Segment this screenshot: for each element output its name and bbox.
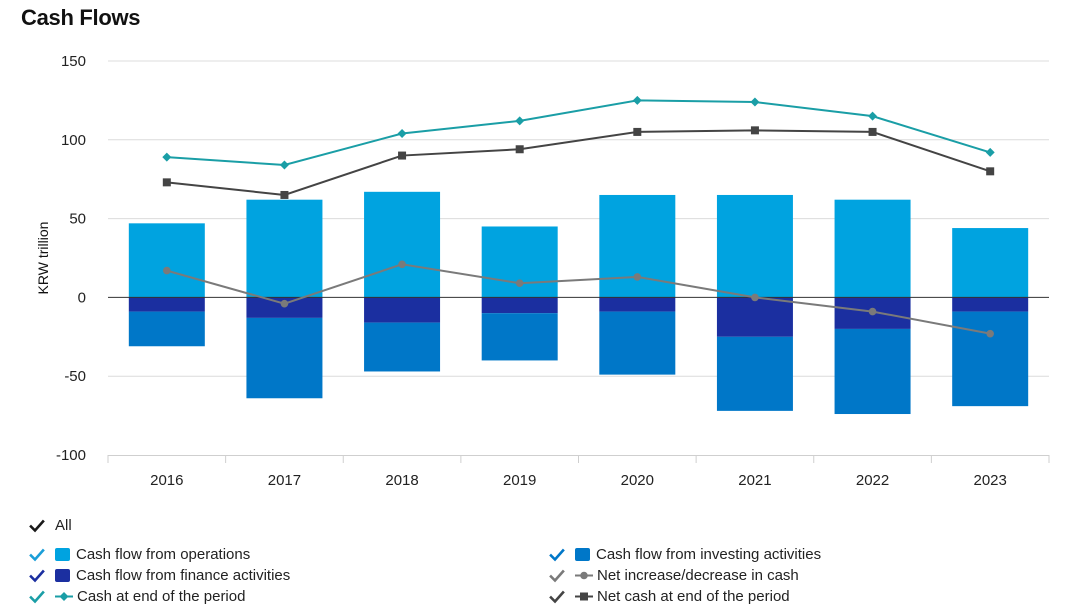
bar-cash-flow-from-finance-activities-2021	[716, 297, 793, 337]
point-cash-at-end-of-the-period-2022	[868, 111, 878, 121]
check-icon	[29, 548, 45, 561]
point-net-cash-at-end-of-the-period-2023	[986, 167, 995, 176]
legend-item-label: Cash flow from operations	[76, 546, 251, 563]
y-tick-label: 0	[78, 289, 86, 306]
legend-item-cash-at-end-of-the-period[interactable]: Cash at end of the period	[29, 588, 245, 605]
point-net-increase-decrease-in-cash-2021	[751, 293, 759, 302]
bar-cash-flow-from-investing-activities-2017	[246, 317, 323, 399]
bar-cash-flow-from-investing-activities-2023	[952, 311, 1029, 407]
bar-cash-flow-from-finance-activities-2019	[481, 297, 558, 314]
bar-cash-flow-from-investing-activities-2018	[364, 322, 441, 372]
bar-cash-flow-from-investing-activities-2022	[834, 328, 911, 415]
check-icon	[29, 569, 45, 582]
line-cash-at-end-of-the-period	[166, 99, 991, 167]
point-cash-at-end-of-the-period-2017	[279, 160, 289, 170]
line-net-increase-decrease-in-cash	[166, 263, 991, 335]
bar-cash-flow-from-investing-activities-2020	[599, 311, 676, 375]
y-tick-label: 50	[69, 211, 86, 228]
bar-cash-flow-from-finance-activities-2017	[246, 297, 323, 318]
y-tick-label: -100	[56, 447, 86, 464]
point-net-cash-at-end-of-the-period-2016	[162, 178, 171, 187]
check-icon	[549, 569, 565, 582]
legend-item-label: Net cash at end of the period	[597, 588, 790, 605]
point-net-cash-at-end-of-the-period-2018	[398, 151, 407, 160]
axes: 150 100 50 0 -50 -100 KRW trillion 2016 2017 2018…	[35, 53, 1050, 489]
bar-cash-flow-from-operations-2023	[952, 228, 1029, 298]
x-tick-label-2023: 2023	[974, 472, 1007, 489]
page-title: Cash Flows	[21, 5, 141, 30]
legend-diamond-marker-icon	[55, 592, 73, 601]
legend-item-net-increase-decrease-in-cash[interactable]: Net increase/decrease in cash	[549, 567, 799, 584]
legend-item-net-cash-at-end-of-the-period[interactable]: Net cash at end of the period	[549, 588, 790, 605]
point-net-increase-decrease-in-cash-2017	[280, 299, 289, 308]
line-net-cash-at-end-of-the-period	[166, 129, 991, 196]
point-cash-at-end-of-the-period-2019	[515, 116, 525, 126]
x-tick-label-2016: 2016	[150, 472, 183, 489]
bar-cash-flow-from-operations-2016	[128, 223, 205, 298]
check-icon	[549, 590, 565, 603]
x-tick-label-2020: 2020	[621, 472, 654, 489]
legend-all-toggle[interactable]: All	[29, 517, 72, 534]
point-net-increase-decrease-in-cash-2023	[986, 329, 994, 338]
bars	[128, 191, 1029, 415]
point-cash-at-end-of-the-period-2021	[750, 97, 760, 107]
point-net-increase-decrease-in-cash-2019	[515, 279, 524, 288]
series-lines	[162, 95, 995, 338]
point-net-increase-decrease-in-cash-2018	[398, 260, 406, 269]
legend-swatch	[575, 548, 590, 561]
legend-item-label: Cash flow from finance activities	[76, 567, 291, 584]
y-tick-label: -50	[64, 368, 86, 385]
y-axis-title: KRW trillion	[35, 222, 51, 295]
bar-cash-flow-from-finance-activities-2018	[364, 297, 441, 323]
legend-circle-marker-icon	[575, 571, 593, 580]
bar-cash-flow-from-investing-activities-2019	[481, 313, 558, 361]
point-net-cash-at-end-of-the-period-2022	[868, 127, 877, 136]
point-cash-at-end-of-the-period-2020	[632, 95, 642, 105]
legend-item-label: Net increase/decrease in cash	[597, 567, 799, 584]
point-cash-at-end-of-the-period-2018	[397, 128, 407, 138]
point-net-cash-at-end-of-the-period-2020	[633, 127, 642, 136]
x-tick-label-2021: 2021	[738, 472, 771, 489]
point-net-increase-decrease-in-cash-2022	[868, 307, 877, 316]
bar-cash-flow-from-finance-activities-2020	[599, 297, 676, 312]
x-tick-label-2019: 2019	[503, 472, 536, 489]
check-icon	[549, 548, 565, 561]
legend-item-label: Cash at end of the period	[77, 588, 246, 605]
bar-cash-flow-from-investing-activities-2021	[716, 336, 793, 411]
point-cash-at-end-of-the-period-2023	[985, 147, 995, 157]
bar-cash-flow-from-operations-2022	[834, 199, 911, 298]
x-tick-label-2018: 2018	[385, 472, 418, 489]
legend-item-label: Cash flow from investing activities	[596, 546, 822, 563]
y-tick-label: 100	[61, 132, 86, 149]
legend-swatch	[55, 569, 70, 582]
legend-item-cash-flow-from-finance-activities[interactable]: Cash flow from finance activities	[29, 567, 290, 584]
legend-swatch	[55, 548, 70, 561]
point-net-cash-at-end-of-the-period-2017	[280, 190, 289, 199]
x-tick-label-2022: 2022	[856, 472, 889, 489]
legend-all-label: All	[55, 517, 72, 534]
point-net-cash-at-end-of-the-period-2021	[750, 126, 759, 135]
check-icon	[29, 519, 45, 532]
point-net-increase-decrease-in-cash-2016	[163, 266, 171, 275]
bar-cash-flow-from-operations-2021	[716, 194, 793, 298]
legend-square-marker-icon	[575, 592, 593, 601]
bar-cash-flow-from-operations-2017	[246, 199, 323, 298]
check-icon	[29, 590, 45, 603]
cash-flows-chart: 150 100 50 0 -50 -100 KRW trillion 2016 2017 2018…	[35, 53, 1050, 489]
point-net-cash-at-end-of-the-period-2019	[515, 145, 524, 154]
bar-cash-flow-from-operations-2018	[364, 191, 441, 298]
y-tick-label: 150	[61, 53, 86, 70]
bar-cash-flow-from-investing-activities-2016	[128, 311, 205, 347]
legend-item-cash-flow-from-investing-activities[interactable]: Cash flow from investing activities	[549, 546, 821, 563]
legend-item-cash-flow-from-operations[interactable]: Cash flow from operations	[29, 546, 250, 563]
point-net-increase-decrease-in-cash-2020	[633, 273, 642, 281]
point-cash-at-end-of-the-period-2016	[162, 152, 172, 162]
bar-cash-flow-from-finance-activities-2023	[952, 297, 1029, 312]
x-tick-label-2017: 2017	[268, 472, 301, 489]
bar-cash-flow-from-finance-activities-2016	[128, 297, 205, 312]
